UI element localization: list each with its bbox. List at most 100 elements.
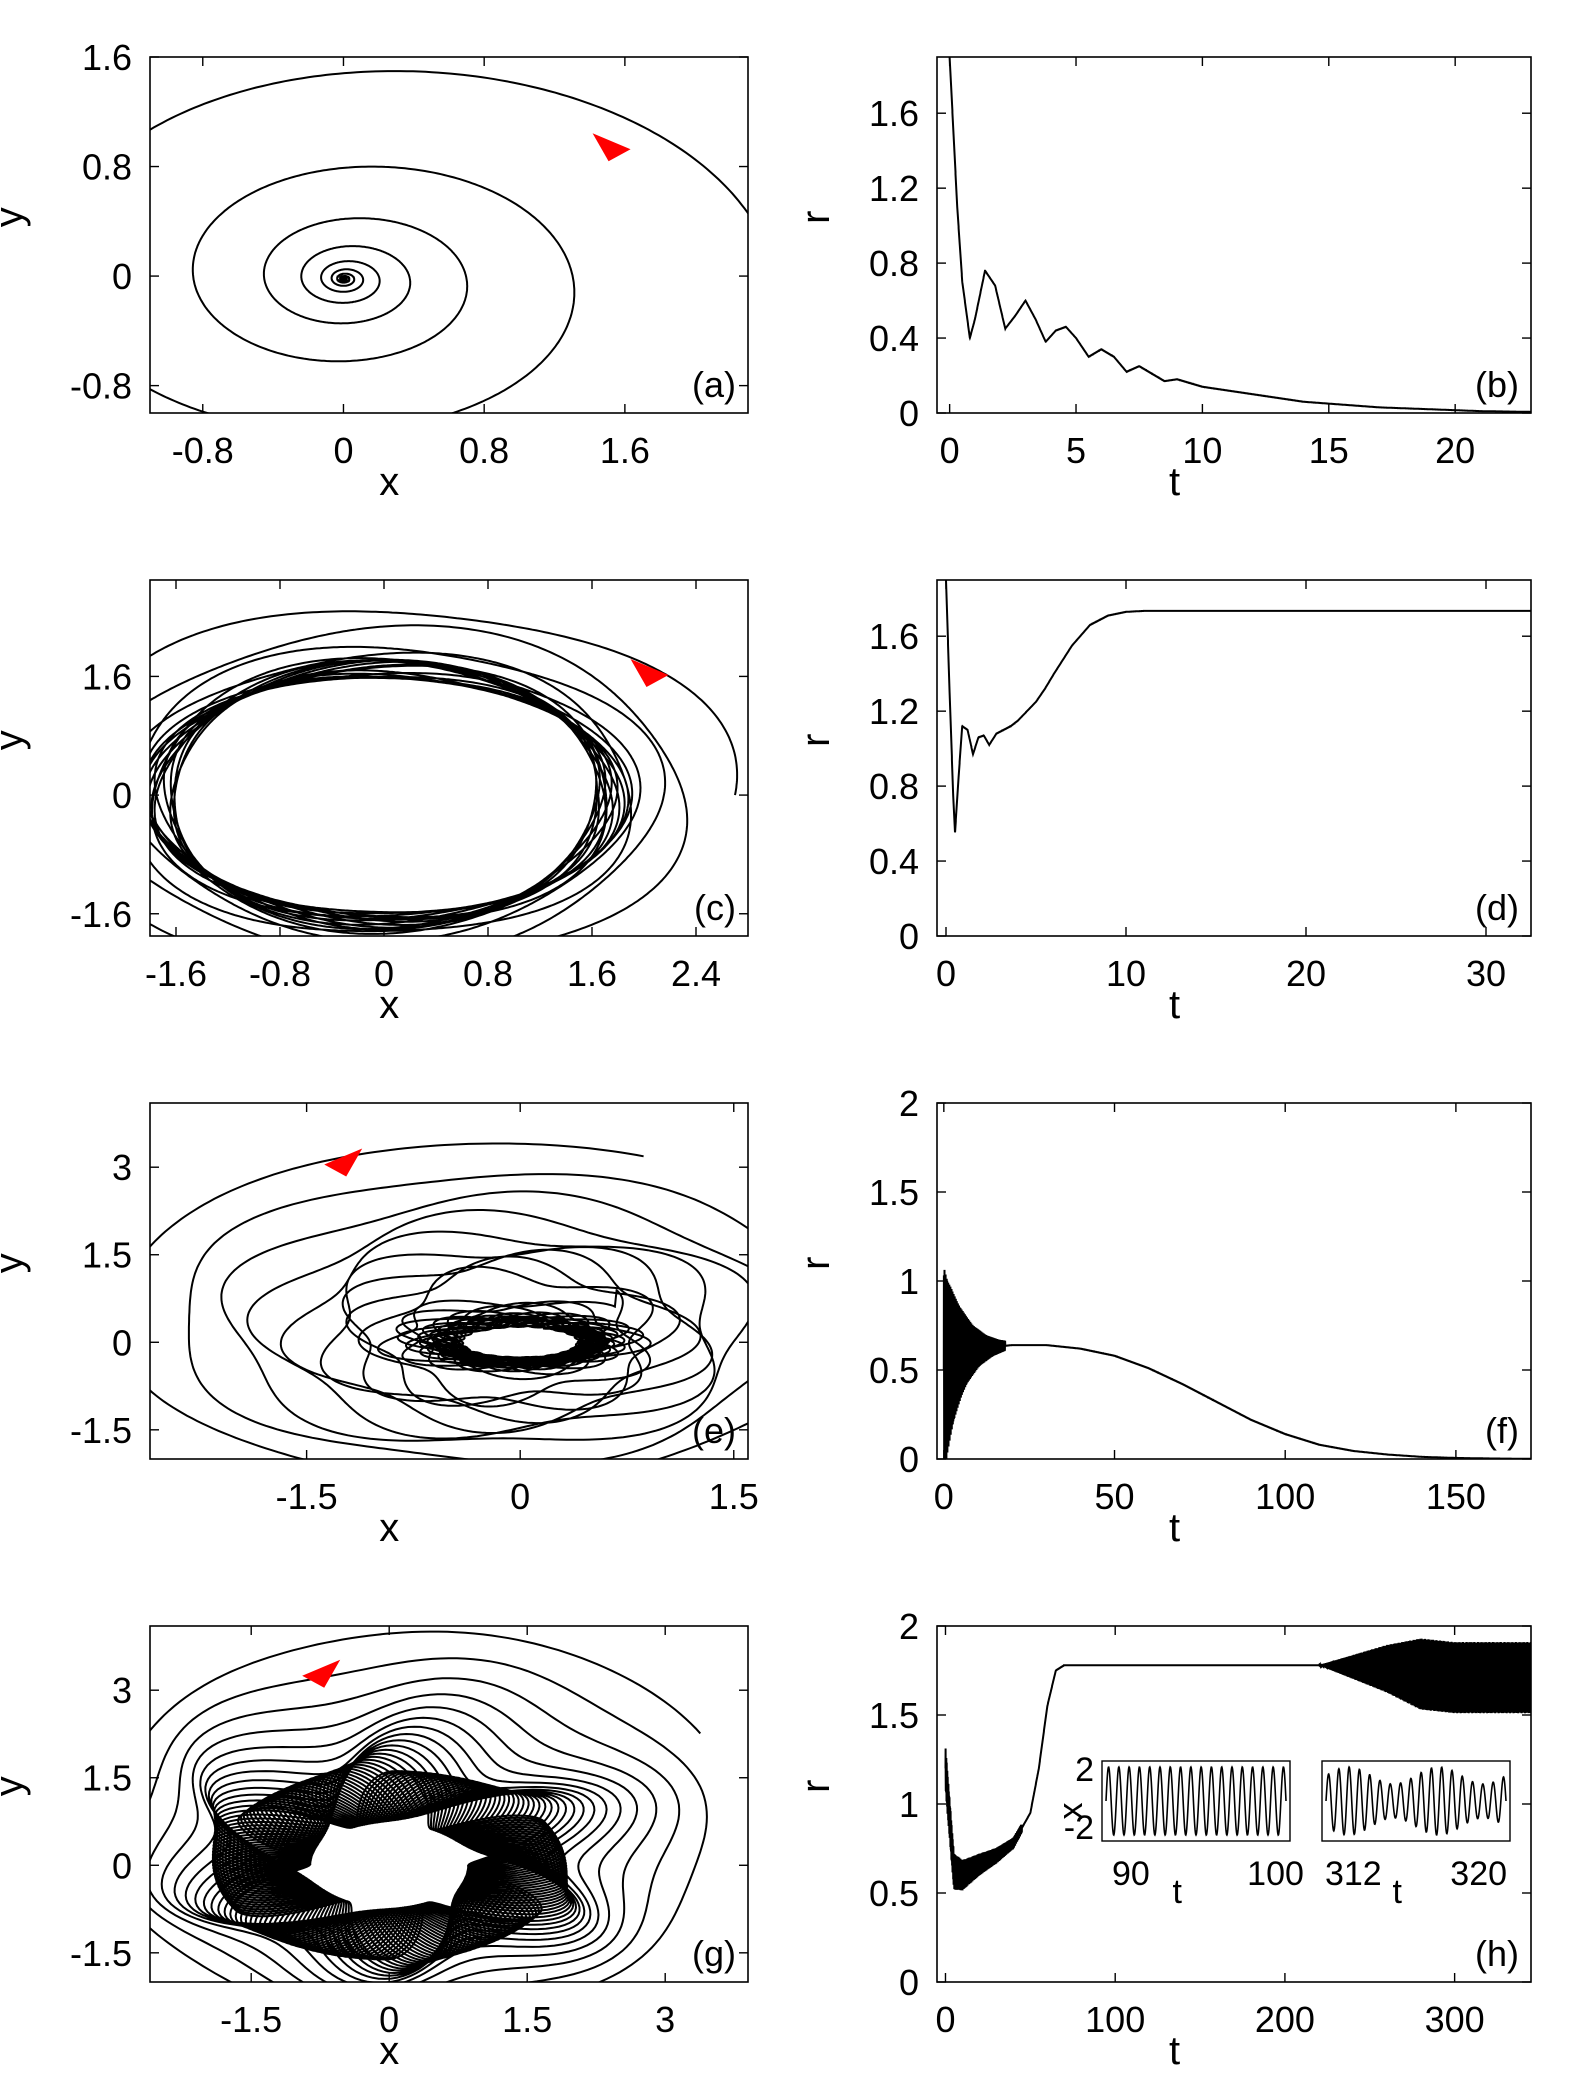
y-tick-label: 1.6 [869,93,919,134]
x-tick-label: -0.8 [249,953,311,994]
inset-y-tick-label: 2 [1075,1751,1094,1789]
x-tick-label: 100 [1085,1999,1145,2040]
y-tick-label: 0.5 [869,1873,919,1914]
x-tick-label: 0.8 [463,953,513,994]
y-axis-label: r [794,211,838,224]
y-axis-label: y [0,730,31,750]
axes-frame [149,579,749,937]
y-tick-label: -1.5 [70,1410,132,1451]
panel-b: 0 5 10 15 20 0 0.4 0.8 1.2 1.6 t r (b) [794,56,1532,504]
inset-line [1325,1765,1507,1837]
y-tick-label: 0 [899,393,919,434]
panel-label: (h) [1475,1933,1519,1974]
x-axis-label: x [379,983,399,1027]
y-tick-label: 0 [112,775,132,816]
axes-frame [149,1102,749,1460]
y-tick-label: 1.6 [82,37,132,78]
x-tick-label: 0 [934,1476,954,1517]
y-tick-label: 0.8 [869,766,919,807]
x-tick-label: 100 [1255,1476,1315,1517]
panel-c: -1.6 -0.8 0 0.8 1.6 2.4 -1.6 0 1.6 x y (c) [0,579,749,1027]
axes-frame [936,56,1532,414]
panel-label: (d) [1475,887,1519,928]
inset: 90 100 t 2 -2x [1052,1751,1304,1911]
y-tick-label: 3 [112,1670,132,1711]
y-tick-label: 0.8 [82,147,132,188]
panel-g: -1.5 0 1.5 3 -1.5 0 1.5 3 x y (g) [0,1625,749,2073]
inset-y-axis-label: x [1052,1803,1090,1820]
panel-e: -1.5 0 1.5 -1.5 0 1.5 3 x y (e) [0,1102,759,1550]
panel-label: (b) [1475,364,1519,405]
y-tick-label: 1 [899,1261,919,1302]
direction-arrow [592,133,631,162]
y-tick-label: 1.2 [869,168,919,209]
x-tick-label: 50 [1094,1476,1134,1517]
panel-label: (a) [692,364,736,405]
y-axis-label: y [0,1253,31,1273]
y-tick-label: 1.5 [869,1172,919,1213]
y-tick-label: 0 [112,1322,132,1363]
panel-label: (g) [692,1933,736,1974]
axes-frame [149,1625,749,1983]
y-tick-label: 0.4 [869,841,919,882]
x-tick-label: 10 [1106,953,1146,994]
y-tick-label: -0.8 [70,366,132,407]
x-tick-label: -0.8 [172,430,234,471]
x-tick-label: 1.5 [502,1999,552,2040]
x-axis-label: t [1169,1506,1180,1550]
direction-arrow [302,1659,341,1688]
x-tick-label: 3 [655,1999,675,2040]
x-tick-label: 15 [1309,430,1349,471]
x-tick-label: 10 [1182,430,1222,471]
axes-frame [936,1102,1532,1460]
y-tick-label: 1.5 [82,1235,132,1276]
series-line [944,1638,1531,1891]
x-tick-label: 0 [936,953,956,994]
direction-arrow [324,1148,363,1177]
inset-x-axis-label: t [1392,1873,1402,1911]
inset-frame [1321,1760,1511,1842]
series-line [945,580,1531,833]
x-tick-label: 0 [374,953,394,994]
inset-x-tick-label: 312 [1325,1855,1382,1893]
y-tick-label: 0 [899,1439,919,1480]
x-tick-label: -1.5 [220,1999,282,2040]
y-tick-label: -1.6 [70,894,132,935]
inset-x-tick-label: 100 [1247,1855,1304,1893]
y-tick-label: 1.6 [82,656,132,697]
trajectory-line [150,1142,748,1459]
series-line [942,1269,1531,1459]
trajectory-line [150,610,739,936]
x-tick-label: 1.6 [567,953,617,994]
x-tick-label: 20 [1435,430,1475,471]
axes-frame [149,56,749,414]
y-axis-label: r [794,734,838,747]
panel-f: 0 50 100 150 0 0.5 1 1.5 2 t r (f) [794,1083,1532,1550]
x-tick-label: 20 [1286,953,1326,994]
trajectory-line [150,70,748,413]
panel-label: (c) [694,887,736,928]
y-tick-label: 1.5 [82,1758,132,1799]
x-tick-label: -1.5 [276,1476,338,1517]
x-axis-label: t [1169,460,1180,504]
y-tick-label: 2 [899,1606,919,1647]
axes-frame [936,579,1532,937]
x-tick-label: 0.8 [459,430,509,471]
y-axis-label: y [0,1776,31,1796]
y-tick-label: 0.4 [869,318,919,359]
inset-x-tick-label: 320 [1450,1855,1507,1893]
x-tick-label: 1.6 [600,430,650,471]
x-tick-label: -1.6 [145,953,207,994]
y-tick-label: 1.5 [869,1695,919,1736]
y-tick-label: 0 [112,1845,132,1886]
panel-a: -0.8 0 0.8 1.6 -0.8 0 0.8 1.6 x y (a) [0,37,749,504]
x-axis-label: x [379,1506,399,1550]
panel-d: 0 10 20 30 0 0.4 0.8 1.2 1.6 t r (d) [794,579,1532,1027]
y-tick-label: 1.6 [869,616,919,657]
y-tick-label: 0 [112,256,132,297]
inset: 312 320 t [1321,1760,1511,1911]
x-axis-label: x [379,2029,399,2073]
inset-x-tick-label: 90 [1112,1855,1150,1893]
x-tick-label: 1.5 [709,1476,759,1517]
trajectory-line [150,1630,708,1982]
